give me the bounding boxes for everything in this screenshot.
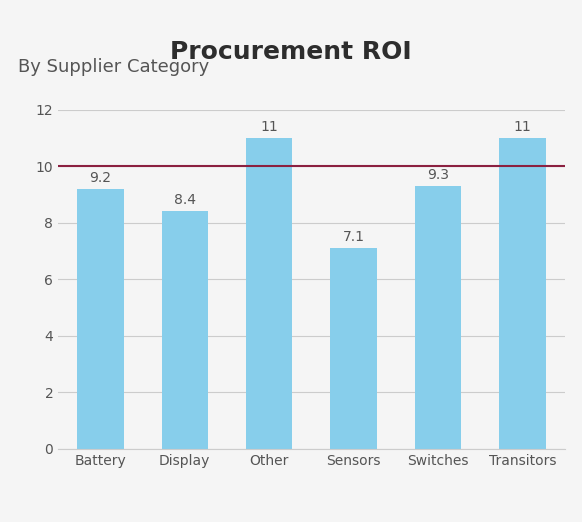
Bar [331,248,377,449]
Text: 9.2: 9.2 [90,171,111,185]
Text: 8.4: 8.4 [174,193,196,207]
Legend: ROI, Benchmark: ROI, Benchmark [216,517,407,522]
Text: 11: 11 [260,120,278,134]
Text: By Supplier Category: By Supplier Category [17,58,209,76]
Bar [77,189,123,449]
Bar [499,138,545,449]
Text: Procurement ROI: Procurement ROI [170,40,412,64]
Bar [246,138,292,449]
Text: 7.1: 7.1 [343,230,364,244]
Text: 11: 11 [513,120,531,134]
Text: 9.3: 9.3 [427,168,449,182]
Bar [162,211,208,449]
Bar [415,186,461,449]
